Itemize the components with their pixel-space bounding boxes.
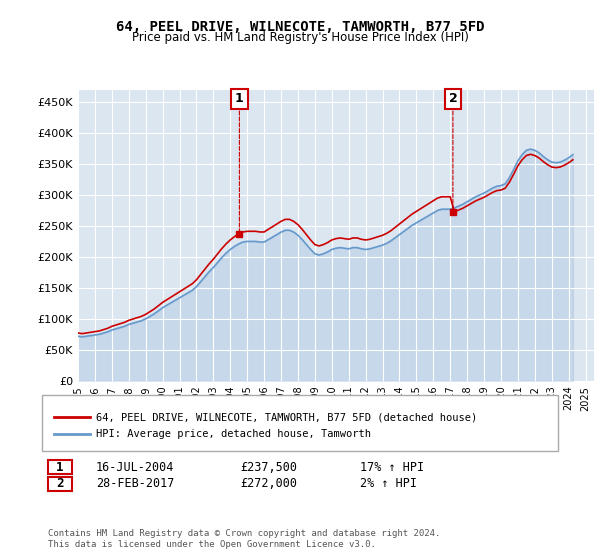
Text: Contains HM Land Registry data © Crown copyright and database right 2024.
This d: Contains HM Land Registry data © Crown c…: [48, 529, 440, 549]
Text: £272,000: £272,000: [240, 477, 297, 491]
Text: 2% ↑ HPI: 2% ↑ HPI: [360, 477, 417, 491]
Text: 28-FEB-2017: 28-FEB-2017: [96, 477, 175, 491]
Text: 1: 1: [56, 460, 64, 474]
Text: HPI: Average price, detached house, Tamworth: HPI: Average price, detached house, Tamw…: [96, 429, 371, 439]
Text: Price paid vs. HM Land Registry's House Price Index (HPI): Price paid vs. HM Land Registry's House …: [131, 31, 469, 44]
Text: £237,500: £237,500: [240, 460, 297, 474]
Text: 16-JUL-2004: 16-JUL-2004: [96, 460, 175, 474]
Text: 2: 2: [56, 477, 64, 491]
Text: 64, PEEL DRIVE, WILNECOTE, TAMWORTH, B77 5FD: 64, PEEL DRIVE, WILNECOTE, TAMWORTH, B77…: [116, 20, 484, 34]
Text: 17% ↑ HPI: 17% ↑ HPI: [360, 460, 424, 474]
Text: 1: 1: [235, 92, 244, 105]
Text: 2: 2: [449, 92, 457, 105]
Text: 64, PEEL DRIVE, WILNECOTE, TAMWORTH, B77 5FD (detached house): 64, PEEL DRIVE, WILNECOTE, TAMWORTH, B77…: [96, 412, 477, 422]
